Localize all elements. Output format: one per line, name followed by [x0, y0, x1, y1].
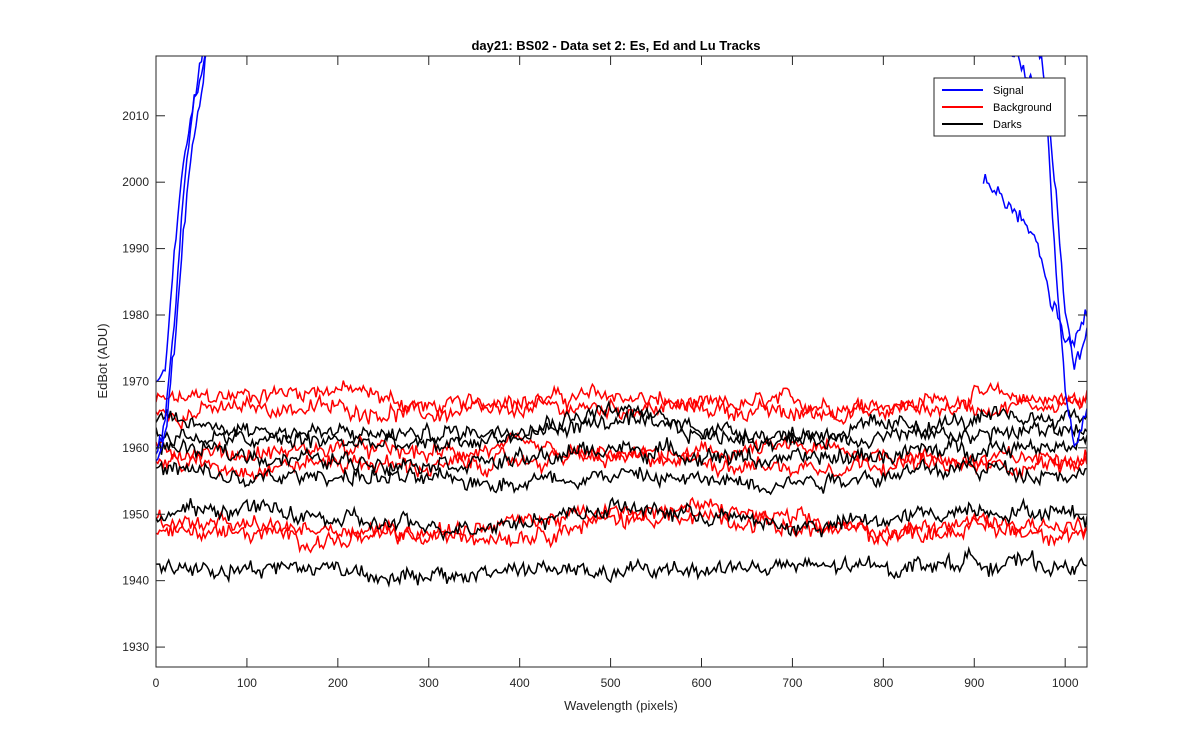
series-line-darks: [156, 496, 1087, 542]
series-line-darks: [156, 434, 1087, 477]
y-tick-label: 1980: [122, 308, 149, 322]
y-axis: 1930 1940 1950 1960 1970 1980 1990 2000 2010: [122, 109, 1087, 654]
y-tick-label: 2010: [122, 109, 149, 123]
series-line-background: [156, 496, 1087, 554]
series-line-signal: [156, 56, 203, 383]
x-tick-label: 200: [328, 676, 348, 690]
x-axis: 0 100 200 300 400 500 600 700 800 900 1000: [153, 56, 1079, 690]
x-tick-label: 900: [964, 676, 984, 690]
series-line-signal: [156, 56, 207, 462]
y-tick-label: 1950: [122, 507, 149, 521]
series-line-signal: [156, 56, 206, 455]
x-tick-label: 500: [601, 676, 621, 690]
legend: Signal Background Darks: [933, 77, 1066, 137]
y-tick-label: 1960: [122, 441, 149, 455]
legend-label-signal: Signal: [993, 85, 1024, 97]
series-line-signal: [982, 174, 1087, 349]
x-tick-label: 100: [237, 676, 257, 690]
legend-label-background: Background: [993, 102, 1052, 114]
series-line-background: [156, 390, 1087, 432]
series-line-darks: [156, 399, 1087, 446]
y-tick-label: 1970: [122, 374, 149, 388]
x-tick-label: 600: [691, 676, 711, 690]
series-layer: [156, 56, 1087, 588]
plot-frame: [155, 55, 1088, 668]
y-tick-label: 1990: [122, 242, 149, 256]
x-tick-label: 400: [510, 676, 530, 690]
y-tick-label: 2000: [122, 175, 149, 189]
plot-area: [156, 56, 1087, 667]
legend-label-darks: Darks: [993, 119, 1022, 131]
y-axis-label: EdBot (ADU): [95, 323, 110, 398]
x-tick-label: 1000: [1052, 676, 1079, 690]
chart-title: day21: BS02 - Data set 2: Es, Ed and Lu …: [471, 38, 760, 53]
x-tick-label: 0: [153, 676, 160, 690]
series-line-darks: [156, 408, 1087, 454]
series-line-darks: [156, 458, 1087, 496]
x-tick-label: 700: [782, 676, 802, 690]
series-line-background: [156, 380, 1087, 422]
series-line-darks: [156, 545, 1087, 588]
series-line-signal: [1038, 56, 1087, 370]
x-tick-label: 800: [873, 676, 893, 690]
y-tick-label: 1940: [122, 574, 149, 588]
y-tick-label: 1930: [122, 640, 149, 654]
x-tick-label: 300: [419, 676, 439, 690]
x-axis-label: Wavelength (pixels): [564, 698, 678, 713]
